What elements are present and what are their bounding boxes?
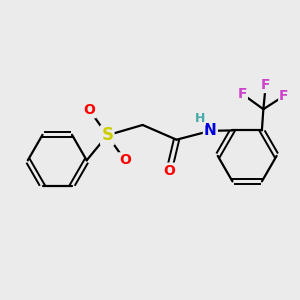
Text: H: H [195, 112, 205, 125]
Text: O: O [119, 153, 131, 167]
Text: F: F [261, 78, 271, 92]
Text: O: O [163, 164, 175, 178]
Text: S: S [101, 126, 113, 144]
Text: N: N [204, 123, 217, 138]
Text: O: O [84, 103, 96, 117]
Text: F: F [279, 89, 289, 103]
Text: F: F [237, 87, 247, 101]
